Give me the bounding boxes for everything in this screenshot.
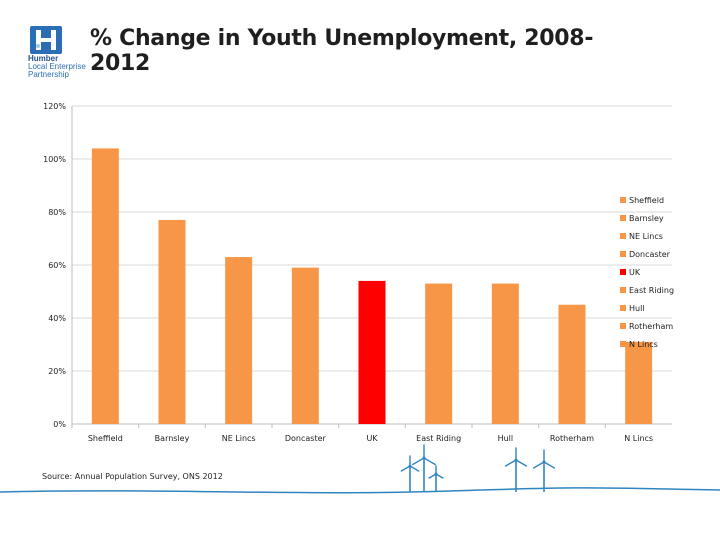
y-tick-label: 60% [48,261,66,270]
y-tick-label: 80% [48,208,66,217]
logo-line-3: Partnership [28,70,69,79]
bar [425,283,453,424]
bar [91,148,119,424]
turbine-hub [514,458,518,462]
y-tick-label: 0% [53,420,66,429]
turbine-hub [422,456,426,460]
bar [291,267,319,424]
logo-line-1: Humber [28,54,59,63]
x-tick-label: Sheffield [88,434,123,443]
turbine-blade [532,461,545,469]
x-tick-label: UK [366,434,378,443]
legend-label: Doncaster [629,250,671,259]
legend-swatch [620,341,626,347]
turbine-hub [408,464,412,468]
chart-title: % Change in Youth Unemployment, 2008-201… [90,26,594,76]
turbine-blade [515,459,528,467]
legend-swatch [620,287,626,293]
turbine-blade [412,457,425,466]
y-tick-label: 120% [43,102,66,111]
legend-label: NE Lincs [629,232,663,241]
x-tick-label: N Lincs [624,434,653,443]
turbine-blade [423,457,436,466]
legend-swatch [620,269,626,275]
bar [158,219,186,424]
turbine-hub [542,460,546,464]
x-tick-label: Barnsley [155,434,190,443]
logo-text: Humber Local Enterprise Partnership [28,55,86,79]
y-tick-label: 20% [48,367,66,376]
bar [491,283,519,424]
legend-swatch [620,323,626,329]
bar [225,257,253,424]
bar [558,304,586,424]
bar [358,280,386,424]
legend-swatch [620,197,626,203]
turbine-blade [409,465,420,472]
y-tick-label: 40% [48,314,66,323]
logo-line-2: Local Enterprise [28,62,86,71]
wave-line [0,487,720,494]
legend-swatch [620,215,626,221]
x-tick-label: Hull [498,434,514,443]
x-tick-label: East Riding [416,434,461,443]
humber-lep-logo [30,26,62,54]
legend-label: N Lincs [629,340,658,349]
legend-swatch [620,305,626,311]
x-tick-label: Doncaster [285,434,327,443]
legend-label: Rotherham [629,322,673,331]
legend-label: Hull [629,304,645,313]
turbine-hub [434,472,438,476]
legend-label: Barnsley [629,214,664,223]
legend-swatch [620,251,626,257]
legend-swatch [620,233,626,239]
x-tick-label: Rotherham [550,434,594,443]
source-note: Source: Annual Population Survey, ONS 20… [42,472,223,481]
turbine-blade [504,459,517,467]
legend-label: Sheffield [629,196,664,205]
turbine-blade [400,465,411,472]
turbine-blade [543,461,556,469]
x-tick-label: NE Lincs [222,434,256,443]
legend-label: UK [629,268,641,277]
legend-label: East Riding [629,286,674,295]
y-tick-label: 100% [43,155,66,164]
bar [625,341,653,424]
